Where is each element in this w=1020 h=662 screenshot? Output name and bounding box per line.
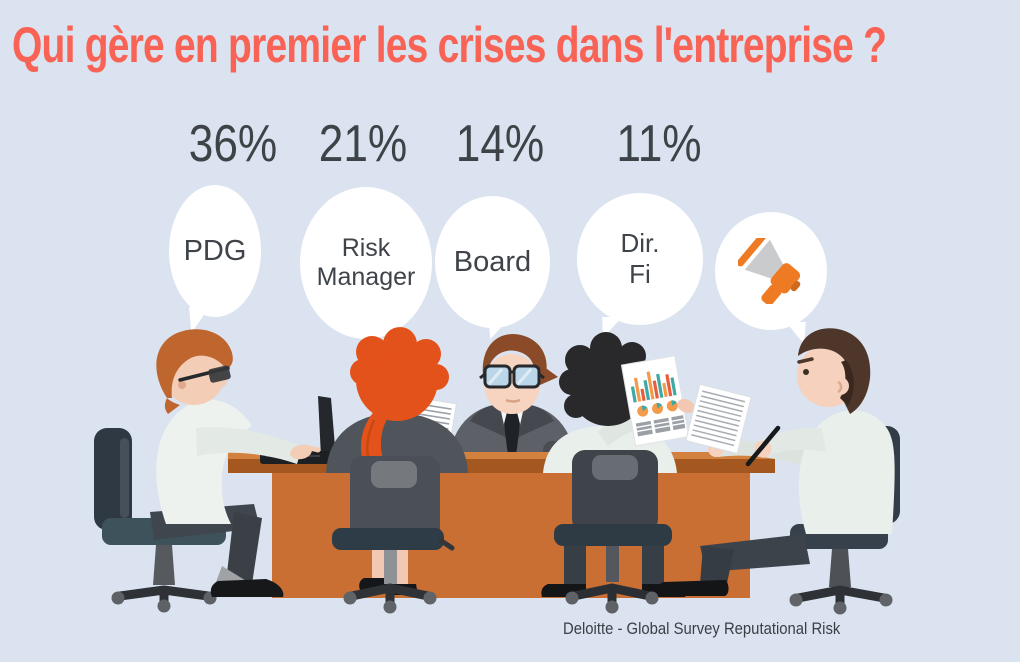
bubble-label-pdg: PDG xyxy=(183,234,247,267)
bubble-label-dir-fi: Dir. Fi xyxy=(620,228,660,289)
lined-paper xyxy=(685,383,752,455)
office-chair xyxy=(554,450,672,614)
percentage-label-pdg: 36% xyxy=(188,115,278,173)
percentage-label-dir-fi: 11% xyxy=(616,115,702,173)
office-chair xyxy=(332,456,455,614)
percentage-label-risk-manager: 21% xyxy=(318,115,408,173)
person-afro-dir-fi xyxy=(541,332,695,614)
speech-bubble-board: Board xyxy=(435,196,550,339)
person-left-pdg xyxy=(94,329,336,613)
person-center-board xyxy=(448,334,576,472)
glasses xyxy=(178,365,231,383)
mini-pie-charts xyxy=(637,400,678,417)
page-title: Qui gère en premier les crises dans l'en… xyxy=(12,17,887,73)
bubble-label-board: Board xyxy=(453,245,532,278)
person-right-writer xyxy=(656,328,900,615)
speech-bubble-pdg: PDG xyxy=(169,185,261,333)
speech-bubble-risk-manager: Risk Manager xyxy=(300,187,432,348)
speech-bubble-megaphone xyxy=(715,212,827,344)
source-caption: Deloitte - Global Survey Reputational Ri… xyxy=(563,620,841,638)
megaphone-icon xyxy=(738,238,801,304)
pen xyxy=(745,425,781,467)
meeting-illustration xyxy=(94,327,900,615)
person-woman-risk-manager xyxy=(326,327,468,614)
charts-paper xyxy=(620,355,690,447)
sunglasses xyxy=(479,364,545,389)
bubble-label-risk-manager: Risk Manager xyxy=(316,233,416,292)
speech-bubble-dir-fi: Dir. Fi xyxy=(577,193,703,338)
red-hair xyxy=(350,327,449,459)
conference-table xyxy=(228,452,775,598)
mini-bar-chart xyxy=(630,371,677,403)
percentage-label-board: 14% xyxy=(455,115,545,173)
